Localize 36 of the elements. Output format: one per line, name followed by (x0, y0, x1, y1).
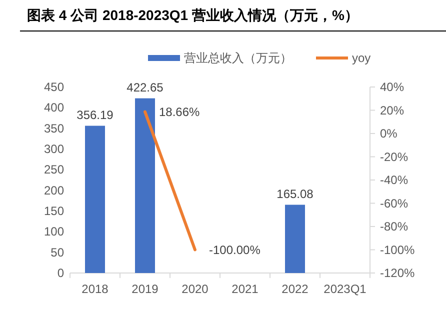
y-tick-label: 350 (44, 121, 64, 136)
y-tick-label: 150 (44, 204, 64, 218)
y2-tick-label: -100% (380, 242, 416, 257)
chart-title: 图表 4 公司 2018-2023Q1 营业收入情况（万元，%） (27, 7, 358, 23)
y2-tick-label: 0% (380, 126, 398, 140)
x-tick-label: 2021 (232, 282, 259, 296)
legend-label: yoy (352, 51, 371, 65)
y-tick-label: 0 (57, 266, 64, 280)
y-tick-label: 50 (50, 245, 64, 260)
data-label: 18.66% (159, 104, 200, 119)
y2-tick-label: -40% (380, 173, 408, 187)
data-label: 165.08 (276, 186, 314, 201)
y2-tick-label: -80% (380, 220, 408, 234)
x-tick-label: 2023Q1 (324, 282, 367, 296)
y-tick-label: 100 (44, 224, 64, 239)
data-label: 356.19 (76, 108, 114, 122)
data-label: 422.65 (126, 80, 164, 94)
bar (285, 204, 305, 273)
x-tick-label: 2018 (82, 282, 109, 296)
y-tick-label: 450 (44, 80, 64, 94)
x-tick-label: 2020 (182, 282, 209, 296)
legend-label: 营业总收入（万元） (184, 51, 292, 65)
y2-tick-label: 40% (380, 80, 404, 94)
y2-tick-label: -60% (380, 196, 408, 210)
y2-tick-label: -120% (380, 266, 416, 280)
y-tick-label: 200 (44, 183, 64, 198)
data-label: -100.00% (209, 242, 261, 257)
x-tick-label: 2022 (282, 282, 309, 296)
bar (85, 126, 105, 273)
y-tick-label: 400 (44, 100, 64, 115)
y-tick-label: 300 (44, 142, 64, 156)
bar (135, 98, 155, 273)
x-tick-label: 2019 (132, 282, 159, 296)
y-tick-label: 250 (44, 162, 64, 177)
y2-tick-label: 20% (380, 103, 404, 118)
y2-tick-label: -20% (380, 150, 408, 164)
